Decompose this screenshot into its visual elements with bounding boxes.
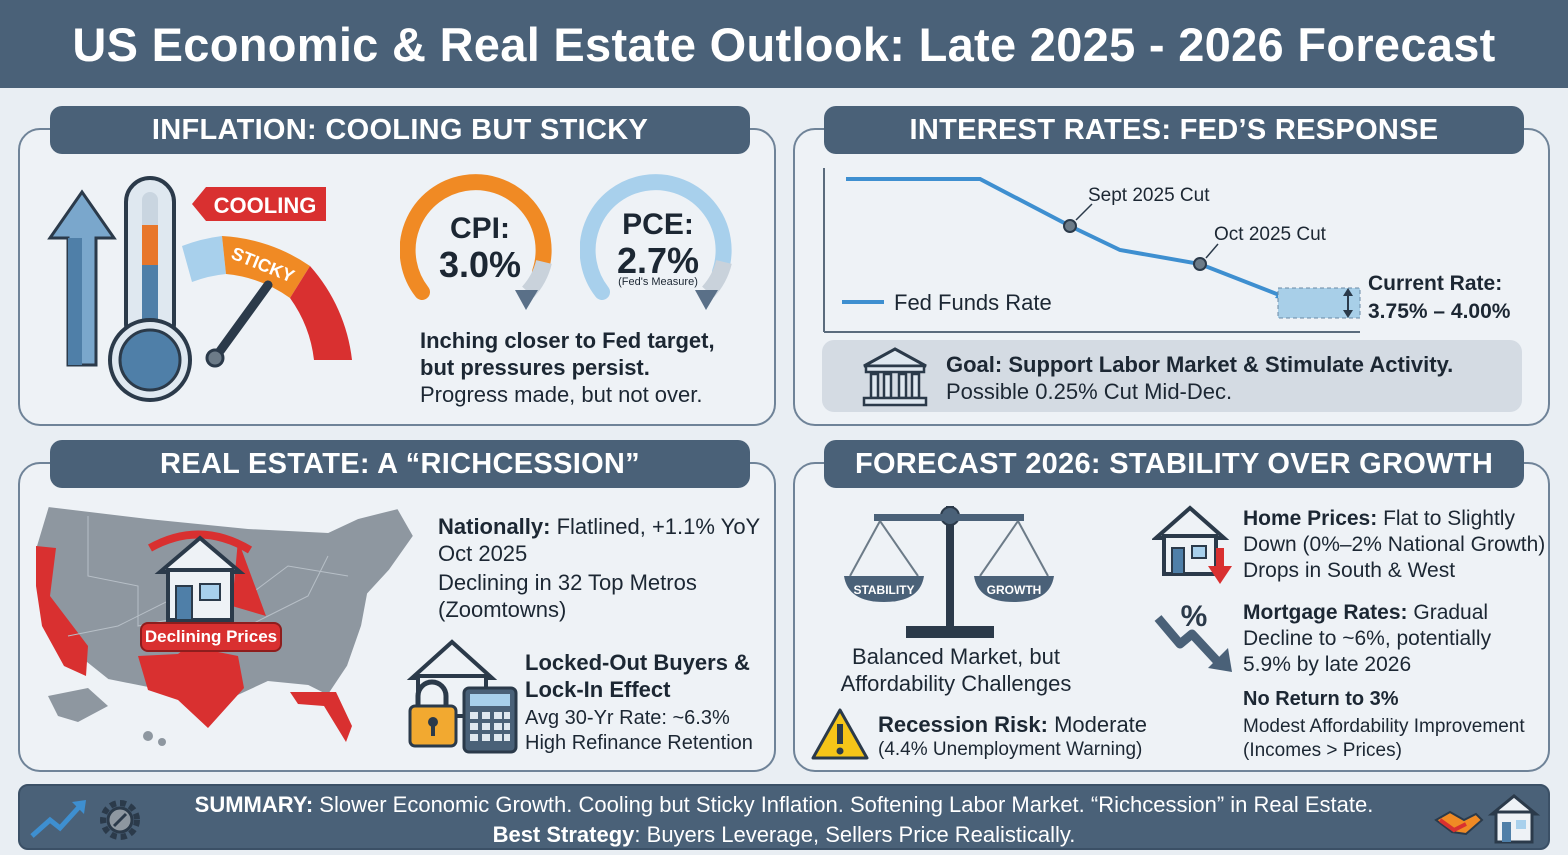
- recession-note: (4.4% Unemployment Warning): [878, 739, 1143, 760]
- growth-label: GROWTH: [987, 583, 1042, 597]
- inflation-graphic: COOLING STICKY: [47, 176, 352, 402]
- metros-line2: (Zoomtowns): [438, 597, 567, 622]
- cooling-tag: COOLING: [192, 187, 326, 221]
- home-text1: Flat to Slightly: [1377, 507, 1515, 530]
- modest-line2: (Incomes > Prices): [1243, 740, 1402, 761]
- mortgage-line3: 5.9% by late 2026: [1243, 653, 1412, 676]
- refi-retention: High Refinance Retention: [525, 732, 753, 754]
- stability-label: STABILITY: [853, 583, 914, 597]
- current-rate-label: Current Rate:: [1368, 272, 1503, 295]
- balance-scale-icon: STABILITY GROWTH: [844, 506, 1054, 638]
- strategy-line: Best Strategy: Buyers Leverage, Sellers …: [20, 822, 1548, 848]
- real-estate-heading: REAL ESTATE: A “RICHCESSION”: [50, 440, 750, 488]
- rates-heading: INTEREST RATES: FED’S RESPONSE: [824, 106, 1524, 154]
- nationally-line: Nationally: Flatlined, +1.1% YoY: [438, 514, 760, 540]
- cpi-label: CPI:: [450, 212, 510, 245]
- recession-line: Recession Risk: Moderate: [878, 712, 1147, 738]
- current-rate-value: 3.75% – 4.00%: [1368, 300, 1511, 323]
- handshake-house-icon: [1434, 794, 1541, 844]
- nationally-bold: Nationally:: [438, 514, 551, 539]
- svg-text:%: %: [1181, 600, 1208, 633]
- up-arrow-icon: [47, 189, 117, 367]
- fed-rate-line: [846, 177, 1293, 302]
- growth-gear-icon: [30, 800, 140, 840]
- summary-bar: SUMMARY: Slower Economic Growth. Cooling…: [18, 784, 1550, 850]
- title-bar: US Economic & Real Estate Outlook: Late …: [0, 0, 1568, 88]
- house-declining-icon: [148, 530, 266, 622]
- mortgage-bold: Mortgage Rates:: [1243, 601, 1408, 624]
- pce-value: 2.7%: [616, 240, 700, 281]
- forecast-heading: FORECAST 2026: STABILITY OVER GROWTH: [824, 440, 1524, 488]
- summary-text: Slower Economic Growth. Cooling but Stic…: [313, 792, 1374, 817]
- fed-rate-chart: [823, 168, 1361, 333]
- declining-badge: [140, 622, 282, 652]
- balanced-line1: Balanced Market, but: [852, 644, 1060, 669]
- goal-box: [822, 340, 1522, 412]
- inflation-heading: INFLATION: COOLING BUT STICKY: [50, 106, 750, 154]
- forecast-panel: [793, 462, 1550, 772]
- pce-gauge: [580, 174, 732, 310]
- warning-icon: [811, 708, 869, 760]
- recession-bold: Recession Risk:: [878, 712, 1048, 737]
- goal-bold: Goal: Support Labor Market & Stimulate A…: [946, 352, 1454, 377]
- strategy-text: : Buyers Leverage, Sellers Price Realist…: [634, 822, 1076, 847]
- page-title: US Economic & Real Estate Outlook: Late …: [72, 17, 1496, 71]
- home-line3: Drops in South & West: [1243, 559, 1456, 582]
- metros-line1: Declining in 32 Top Metros: [438, 570, 697, 595]
- thermometer-icon: [108, 176, 192, 402]
- balanced-line2: Affordability Challenges: [840, 671, 1072, 696]
- locked-line2: Lock-In Effect: [525, 677, 671, 702]
- legend-label: Fed Funds Rate: [894, 290, 1052, 315]
- lock-calculator-icon: [406, 639, 518, 754]
- rate-decline-icon: %: [1154, 600, 1232, 672]
- bank-icon: [862, 347, 928, 407]
- cpi-value: 3.0%: [438, 244, 522, 285]
- modest-line1: Modest Affordability Improvement: [1243, 716, 1525, 737]
- summary-bold: SUMMARY:: [194, 792, 314, 817]
- no-return: No Return to 3%: [1243, 688, 1399, 710]
- inflation-line1: Inching closer to Fed target,: [420, 328, 715, 353]
- home-line1: Home Prices: Flat to Slightly: [1243, 506, 1515, 532]
- nationally-text: Flatlined, +1.1% YoY: [550, 514, 761, 539]
- cpi-gauge: [400, 174, 552, 310]
- avg-rate: Avg 30-Yr Rate: ~6.3%: [525, 707, 730, 729]
- locked-line1: Locked-Out Buyers &: [525, 650, 750, 675]
- summary-line: SUMMARY: Slower Economic Growth. Cooling…: [20, 792, 1548, 818]
- strategy-bold: Best Strategy: [492, 822, 635, 847]
- sticky-gauge-icon: [182, 236, 352, 368]
- inflation-line3: Progress made, but not over.: [420, 382, 703, 407]
- home-price-down-icon: [1152, 505, 1232, 584]
- mortgage-text1: Gradual: [1407, 601, 1489, 624]
- inflation-line2: but pressures persist.: [420, 355, 650, 380]
- mortgage-line2: Decline to ~6%, potentially: [1243, 627, 1492, 650]
- declining-label: Declining Prices: [144, 627, 278, 646]
- mortgage-line1: Mortgage Rates: Gradual: [1243, 600, 1488, 626]
- pce-label: PCE:: [622, 208, 694, 241]
- goal-text: Possible 0.25% Cut Mid-Dec.: [946, 379, 1233, 404]
- home-line2: Down (0%–2% National Growth): [1243, 533, 1546, 556]
- pce-note: (Fed's Measure): [618, 276, 698, 288]
- recession-text: Moderate: [1047, 712, 1148, 737]
- cut2-label: Oct 2025 Cut: [1214, 224, 1326, 245]
- cut1-label: Sept 2025 Cut: [1088, 185, 1210, 206]
- cooling-label: COOLING: [214, 193, 317, 218]
- home-bold: Home Prices:: [1243, 507, 1378, 530]
- nationally-line2: Oct 2025: [438, 541, 528, 566]
